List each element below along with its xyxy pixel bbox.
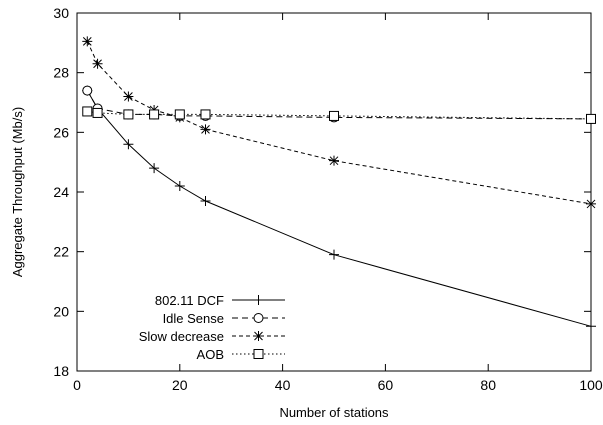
legend-entry: 802.11 DCF (155, 293, 285, 308)
legend-entry: AOB (197, 347, 285, 362)
plot-border (76, 12, 592, 372)
series-line (86, 90, 592, 327)
data-point (123, 109, 134, 120)
series-line (86, 41, 592, 205)
legend-entry: Slow decrease (139, 329, 285, 344)
legend-marker (253, 295, 264, 305)
data-point (82, 85, 93, 96)
data-point (82, 36, 93, 47)
y-tick-label: 30 (53, 5, 69, 21)
series-layer (82, 36, 596, 332)
data-point (92, 58, 103, 69)
data-point (329, 249, 339, 260)
data-point (329, 155, 339, 166)
data-point (123, 139, 134, 150)
data-point (586, 321, 596, 332)
x-tick-label: 60 (378, 377, 394, 393)
x-tick-label: 100 (579, 377, 603, 393)
legend-label: Idle Sense (163, 311, 224, 326)
data-point (82, 106, 93, 117)
data-point (200, 195, 211, 206)
legend-marker (253, 313, 264, 323)
y-tick-label: 28 (53, 65, 69, 81)
y-tick-label: 24 (53, 184, 69, 200)
y-tick-label: 18 (53, 363, 69, 379)
legend-entry: Idle Sense (163, 311, 285, 326)
series-line (86, 90, 592, 120)
data-point (174, 109, 185, 120)
legend-label: Slow decrease (139, 329, 224, 344)
data-point (200, 124, 211, 135)
data-point (123, 91, 134, 102)
y-axis-title: Aggregate Throughput (Mb/s) (10, 107, 25, 277)
data-point (92, 107, 103, 118)
legend-label: AOB (197, 347, 224, 362)
data-point (586, 113, 596, 124)
plot-frame (76, 12, 592, 372)
data-point (586, 198, 596, 209)
y-tick-label: 22 (53, 244, 69, 260)
legend: 802.11 DCF Idle Sense Slow decrease AOB (139, 293, 285, 362)
y-tick-label: 20 (53, 303, 69, 319)
x-tick-label: 40 (275, 377, 291, 393)
x-axis-title: Number of stations (279, 405, 389, 420)
axis-tick-labels: 0 20 40 60 80 100 18 20 22 24 26 28 30 (53, 5, 602, 393)
series-line (87, 110, 592, 120)
x-tick-label: 0 (73, 377, 81, 393)
x-tick-label: 20 (172, 377, 188, 393)
axis-ticks (76, 12, 592, 372)
data-point (149, 163, 160, 174)
y-tick-label: 26 (53, 124, 69, 140)
legend-label: 802.11 DCF (155, 293, 224, 308)
legend-marker (253, 331, 264, 341)
legend-marker (253, 349, 264, 359)
x-tick-label: 80 (480, 377, 496, 393)
series-slow-decrease (82, 36, 596, 209)
series-aob (82, 106, 596, 124)
data-point (174, 181, 185, 192)
data-point (200, 109, 211, 120)
data-point (329, 110, 339, 121)
data-point (149, 109, 160, 120)
series-idle-sense (82, 85, 596, 124)
